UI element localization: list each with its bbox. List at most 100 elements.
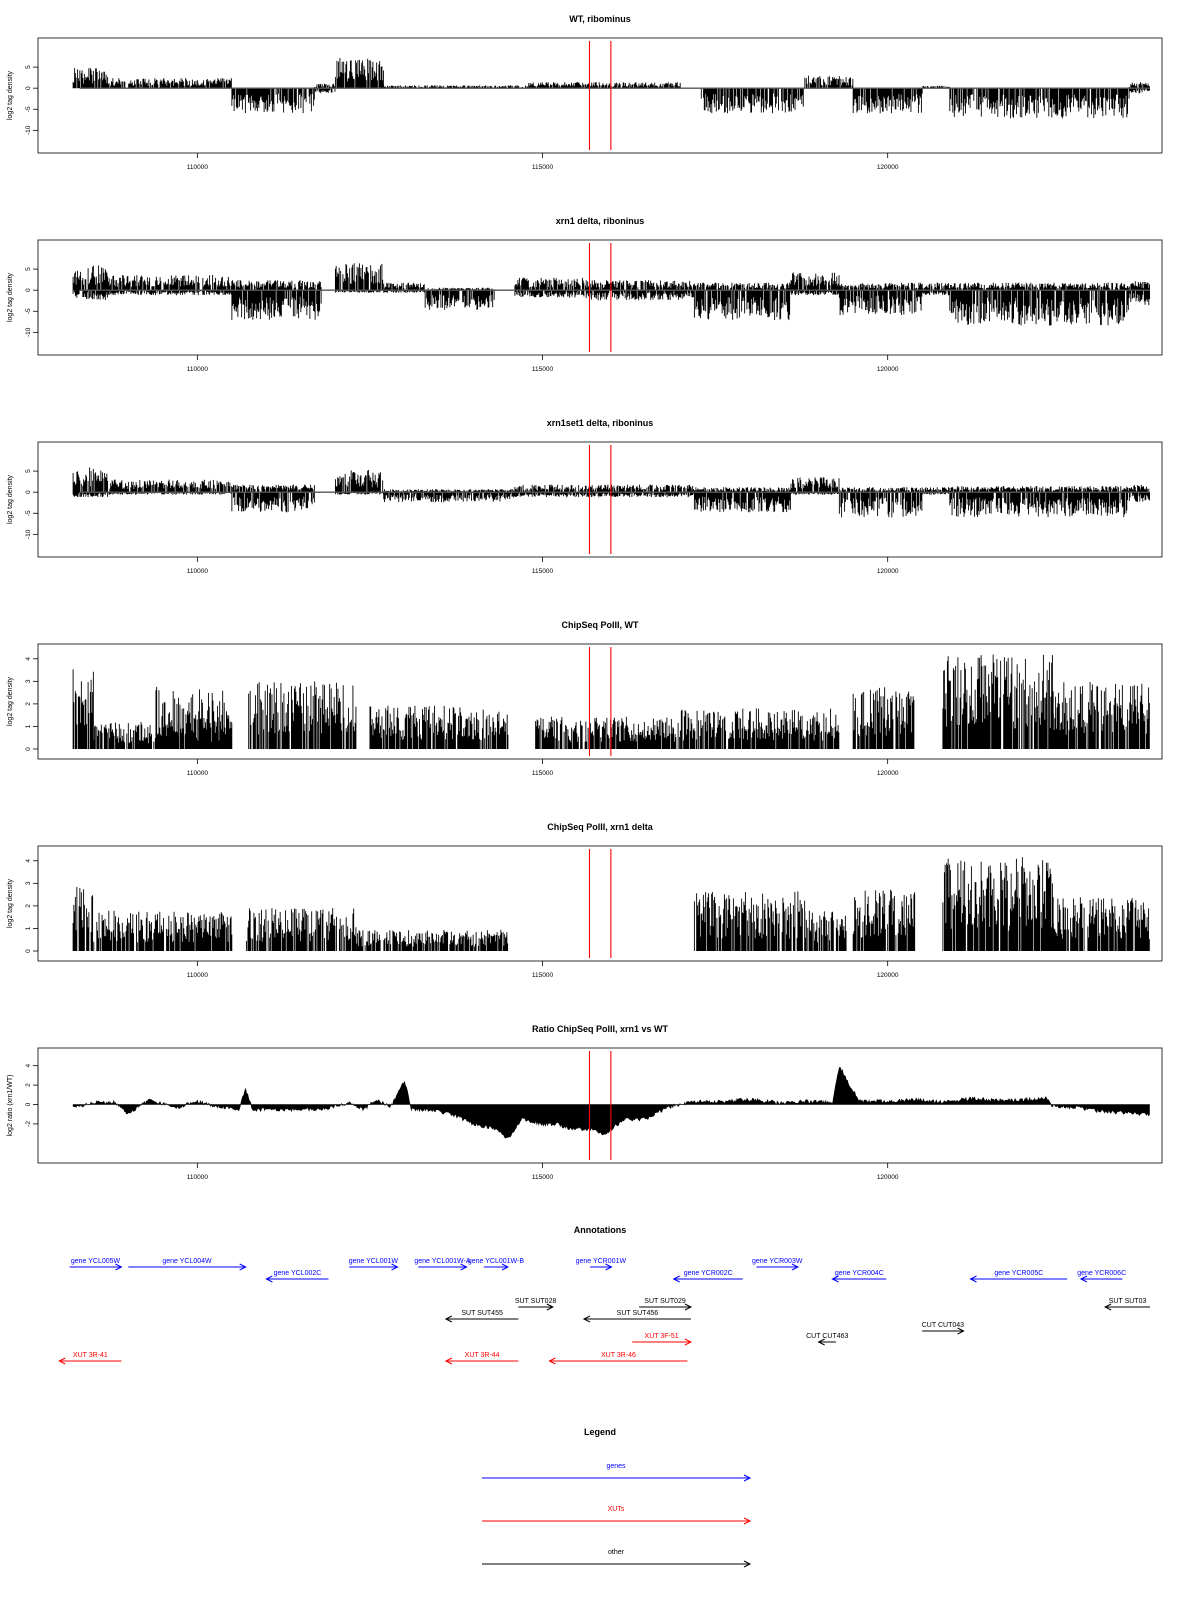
signal-bars [72,857,1150,951]
plot-frame [37,643,1163,760]
x-tick-label: 115000 [532,366,554,373]
legend-label: XUTs [608,1506,625,1513]
x-tick-label: 120000 [877,1174,899,1181]
y-tick-label: -10 [25,125,32,135]
arrowhead [743,1474,752,1482]
annotation-feature: XUT 3F-51 [632,1333,693,1346]
annotations-panel: Annotations gene YCL005W gene YCL004W gene … [58,1225,1150,1365]
chart-panel: WT, ribominus log2 tag density 5 0 -5 -10 1100… [7,14,1163,171]
y-tick-label: 1 [25,724,32,728]
arrowhead [684,1303,693,1311]
annotation-label: SUT SUT455 [461,1310,503,1317]
arrowhead [684,1338,693,1346]
arrowhead [501,1263,510,1271]
y-axis-label: log2 tag density [7,474,14,524]
arrowhead [743,1517,752,1525]
annotation-label: gene YCL001W [349,1258,399,1265]
y-tick-label: -10 [25,529,32,539]
y-axis-label: log2 tag density [7,878,14,928]
annotation-feature: gene YCL002C [265,1270,329,1283]
arrowhead [115,1263,123,1271]
x-tick-label: 110000 [187,972,209,979]
annotation-feature: CUT CUT463 [806,1333,849,1346]
x-tick-label: 120000 [877,366,899,373]
arrowhead [817,1338,825,1346]
arrowhead [969,1275,977,1283]
legend-label: genes [606,1463,626,1470]
signal-bars [72,654,1150,749]
x-tick-label: 110000 [187,366,209,373]
x-tick-label: 110000 [187,568,209,575]
x-tick-label: 120000 [877,164,899,171]
annotation-feature: SUT SUT029 [639,1298,693,1311]
annotation-label: gene YCL001W-B [468,1258,524,1265]
annotation-label: CUT CUT463 [806,1333,848,1340]
annotation-feature: SUT SUT028 [515,1298,556,1311]
annotation-label: XUT 3R-44 [465,1352,500,1359]
arrowhead [546,1303,554,1311]
annotation-feature: gene YCR005C [969,1270,1068,1283]
arrowhead [582,1315,591,1323]
x-tick-label: 120000 [877,568,899,575]
y-tick-label: 5 [25,267,32,271]
y-tick-label: 0 [25,288,32,292]
annotation-feature: gene YCR006C [1077,1270,1126,1283]
y-tick-label: -2 [25,1121,32,1127]
annotation-label: gene YCL004W [162,1258,212,1265]
arrowhead [391,1263,399,1271]
annotation-label: gene YCL005W [71,1258,121,1265]
arrowhead [831,1275,839,1283]
y-tick-label: -5 [25,106,32,112]
arrowhead [1079,1275,1088,1283]
annotation-feature: gene YCL001W-A [414,1258,471,1271]
annotation-feature: SUT SUT456 [582,1310,691,1323]
plot-frame [37,845,1163,962]
arrowhead [743,1560,752,1568]
legend-entry: other [482,1549,752,1568]
x-tick-label: 110000 [187,1174,209,1181]
annotation-feature: gene YCL001W [349,1258,399,1271]
y-axis-label: log2 tag density [7,272,14,322]
arrowhead [444,1315,453,1323]
legend-title: Legend [584,1427,616,1437]
x-tick-label: 115000 [532,770,554,777]
y-tick-label: 4 [25,859,32,863]
chart-title: xrn1 delta, riboninus [556,216,645,226]
arrowhead [58,1357,66,1365]
chart-title: WT, ribominus [569,14,631,24]
arrowhead [1104,1303,1112,1311]
annotation-feature: XUT 3R-46 [548,1352,688,1365]
annotation-feature: gene YCL005W [69,1258,123,1271]
chart-panel: xrn1 delta, riboninus log2 tag density 5 0 -… [7,216,1163,373]
annotation-label: SUT SUT03 [1109,1298,1147,1305]
legend-entry: genes [482,1463,752,1482]
annotation-feature: XUT 3R-41 [58,1352,122,1365]
annotation-feature: gene YCR002C [672,1270,743,1283]
x-tick-label: 120000 [877,972,899,979]
y-tick-label: 3 [25,881,32,885]
y-tick-label: 0 [25,949,32,953]
x-tick-label: 115000 [532,972,554,979]
y-tick-label: 0 [25,490,32,494]
annotation-feature: gene YCR001W [576,1258,626,1271]
annotation-label: XUT 3R-41 [73,1352,108,1359]
y-tick-label: 0 [25,1102,32,1106]
chart-panel: ChipSeq PolII, WT log2 tag density 4 3 2 1 0 11… [7,620,1163,777]
annotation-label: gene YCR003W [752,1258,803,1265]
y-tick-label: 3 [25,679,32,683]
y-tick-label: 2 [25,904,32,908]
chart-title: ChipSeq PolII, xrn1 delta [547,822,654,832]
plot-frame [37,1047,1163,1164]
x-tick-label: 115000 [532,1174,554,1181]
legend-entry: XUTs [482,1506,752,1525]
annotation-feature: gene YCR004C [831,1270,887,1283]
annotation-label: gene YCL001W-A [414,1258,470,1265]
annotation-label: gene YCR005C [994,1270,1043,1277]
y-axis-label: log2 ratio (xrn1/WT) [7,1075,14,1137]
y-tick-label: -10 [25,327,32,337]
chart-title: xrn1set1 delta, riboninus [547,418,654,428]
x-tick-label: 120000 [877,770,899,777]
arrowhead [239,1263,247,1271]
annotation-feature: XUT 3R-44 [444,1352,519,1365]
